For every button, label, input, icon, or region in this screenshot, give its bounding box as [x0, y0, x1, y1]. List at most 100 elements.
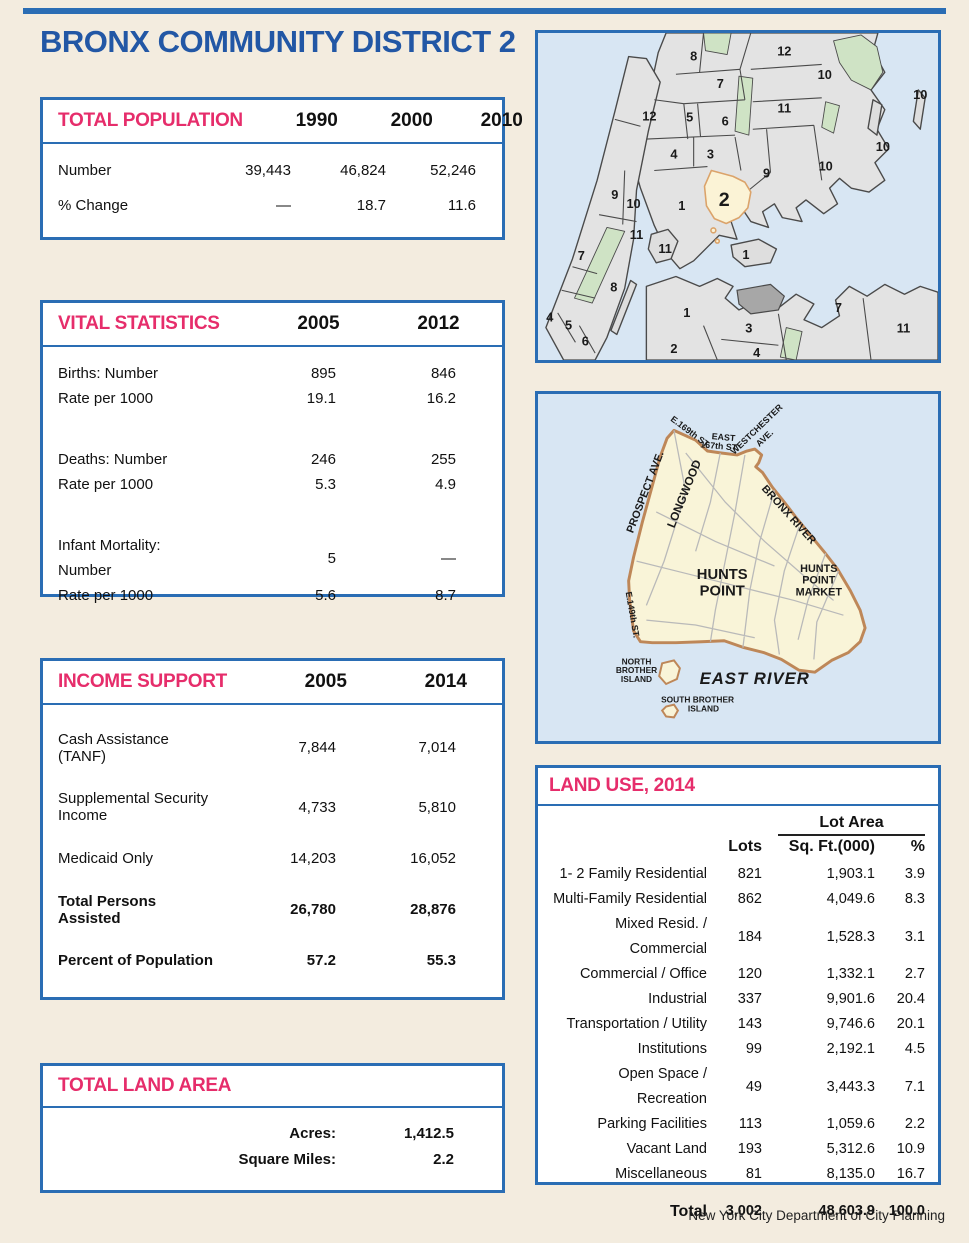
- row-value: 4.5: [904, 1041, 925, 1057]
- map-label: 2: [719, 189, 730, 211]
- row-label: Supplemental Security Income: [58, 790, 209, 825]
- row-value: 10.9: [896, 1141, 925, 1157]
- map-label: ISLAND: [688, 704, 719, 714]
- land-use-table: LAND USE, 2014 Lot Area Lots Sq. Ft.(000…: [535, 765, 941, 1220]
- map-label: 2: [670, 341, 677, 356]
- row-value: 9,746.6: [826, 1016, 875, 1032]
- table-row: Medicaid Only 14,203 16,052: [58, 850, 456, 867]
- queens-park: [779, 327, 803, 360]
- column-headers: Lots Sq. Ft.(000) %: [538, 838, 938, 856]
- roosevelt-island: [610, 279, 638, 336]
- row-label: Parking Facilities: [597, 1116, 707, 1132]
- column-header: Sq. Ft.(000): [788, 838, 875, 855]
- row-value: 1,332.1: [826, 966, 875, 982]
- row-label: 1- 2 Family Residential: [559, 866, 707, 882]
- map-label: 10: [819, 158, 833, 173]
- table-row: Rate per 1000 5.6 8.7: [58, 583, 456, 608]
- vital-statistics-table: VITAL STATISTICS 2005 2012 Births: Numbe…: [40, 300, 505, 604]
- row-value: 11.6: [447, 197, 476, 214]
- park-strip: [821, 101, 840, 134]
- district-2-outline: [627, 428, 867, 674]
- row-value: 81: [745, 1166, 762, 1182]
- income-support-table: INCOME SUPPORT 2005 2014 Cash Assistance…: [40, 658, 505, 1000]
- row-value: 113: [738, 1116, 762, 1132]
- row-value: 143: [737, 1016, 762, 1032]
- row-label: Multi-Family Residential: [553, 891, 707, 907]
- row-value: 7,014: [418, 739, 456, 757]
- table-row: Acres: 1,412.5: [58, 1121, 454, 1147]
- row-label: % Change: [58, 197, 129, 214]
- table-row: Miscellaneous 81 8,135.0 16.7: [538, 1162, 938, 1187]
- row-label: Industrial: [648, 991, 707, 1007]
- row-value: 3.9: [904, 866, 925, 882]
- row-label: Total Persons Assisted: [58, 892, 157, 927]
- row-label: Number: [58, 162, 112, 179]
- row-value: 2.7: [904, 966, 925, 982]
- rikers-island: [730, 238, 778, 268]
- district-boundaries: [557, 33, 872, 360]
- table-row: Transportation / Utility 143 9,746.6 20.1: [538, 1012, 938, 1037]
- map-label: ISLAND: [621, 674, 652, 684]
- row-value: 3.1: [904, 928, 925, 945]
- map-label: 12: [777, 44, 791, 59]
- row-value: 19.1: [306, 390, 336, 407]
- outer-island: [912, 89, 926, 130]
- map-label: 10: [876, 139, 890, 154]
- row-label: Percent of Population: [58, 952, 214, 970]
- table-row: Square Miles: 2.2: [58, 1147, 454, 1173]
- map-label: 11: [630, 227, 644, 242]
- row-label: Total: [669, 1203, 707, 1220]
- table-row: Industrial 337 9,901.6 20.4: [538, 987, 938, 1012]
- map-label: 8: [690, 49, 697, 64]
- table-row: Cash Assistance (TANF) 7,844 7,014: [58, 731, 456, 765]
- bronx-park: [734, 75, 754, 136]
- map-label: 8: [610, 279, 617, 294]
- table-row: Open Space / Recreation 49 3,443.3 7.1: [538, 1062, 938, 1112]
- map-label: 3: [745, 321, 752, 336]
- table-row: Percent of Population 57.2 55.3: [58, 952, 456, 969]
- table-header: TOTAL POPULATION 1990 2000 2010: [43, 100, 523, 144]
- table-row: Infant Mortality: Number 5 —: [58, 533, 456, 583]
- row-value: 1,412.5: [403, 1125, 454, 1142]
- table-row: Rate per 1000 5.3 4.9: [58, 472, 456, 497]
- map-label: BROTHER: [616, 665, 657, 675]
- page-title: BRONX COMMUNITY DISTRICT 2: [40, 24, 516, 59]
- column-header: 2005: [304, 671, 347, 692]
- map-label: EAST: [711, 431, 736, 443]
- row-value: 3,002: [725, 1203, 762, 1219]
- map-label: NORTH: [622, 656, 652, 666]
- row-label: Rate per 1000: [58, 390, 154, 407]
- row-value: 246: [310, 451, 336, 468]
- lot-area-header: Lot Area: [538, 814, 938, 836]
- row-value: 120: [737, 966, 762, 982]
- map-label: 7: [578, 248, 585, 263]
- row-value: 8.7: [435, 587, 456, 604]
- row-value: 5.3: [315, 476, 336, 493]
- map-label: 10: [626, 196, 640, 211]
- column-header: %: [910, 838, 925, 855]
- map-label: 9: [611, 187, 618, 202]
- table-row: Total Persons Assisted 26,780 28,876: [58, 893, 456, 927]
- row-value: 4,733: [298, 798, 336, 816]
- column-header: 2010: [480, 110, 523, 131]
- row-value: 14,203: [290, 849, 336, 867]
- row-label: Acres:: [289, 1125, 336, 1142]
- south-brother-island-small: [714, 238, 721, 244]
- column-header: 2005: [297, 313, 340, 334]
- map-label: 11: [897, 321, 911, 336]
- table-title: INCOME SUPPORT: [58, 671, 227, 692]
- row-value: 49: [745, 1078, 762, 1095]
- row-value: 1,528.3: [826, 928, 875, 945]
- row-value: 39,443: [245, 162, 291, 179]
- table-row: % Change — 18.7 11.6: [58, 197, 476, 214]
- row-label: Commercial / Office: [579, 966, 707, 982]
- row-value: 52,246: [430, 162, 476, 179]
- row-label: Cash Assistance (TANF): [58, 730, 169, 765]
- row-value: 184: [737, 928, 762, 945]
- row-value: 1,059.6: [826, 1116, 875, 1132]
- row-value: 3,443.3: [826, 1078, 875, 1095]
- district-2-highlight: [703, 169, 752, 225]
- airport-area: [736, 283, 786, 315]
- row-label: Mixed Resid. / Commercial: [615, 916, 707, 957]
